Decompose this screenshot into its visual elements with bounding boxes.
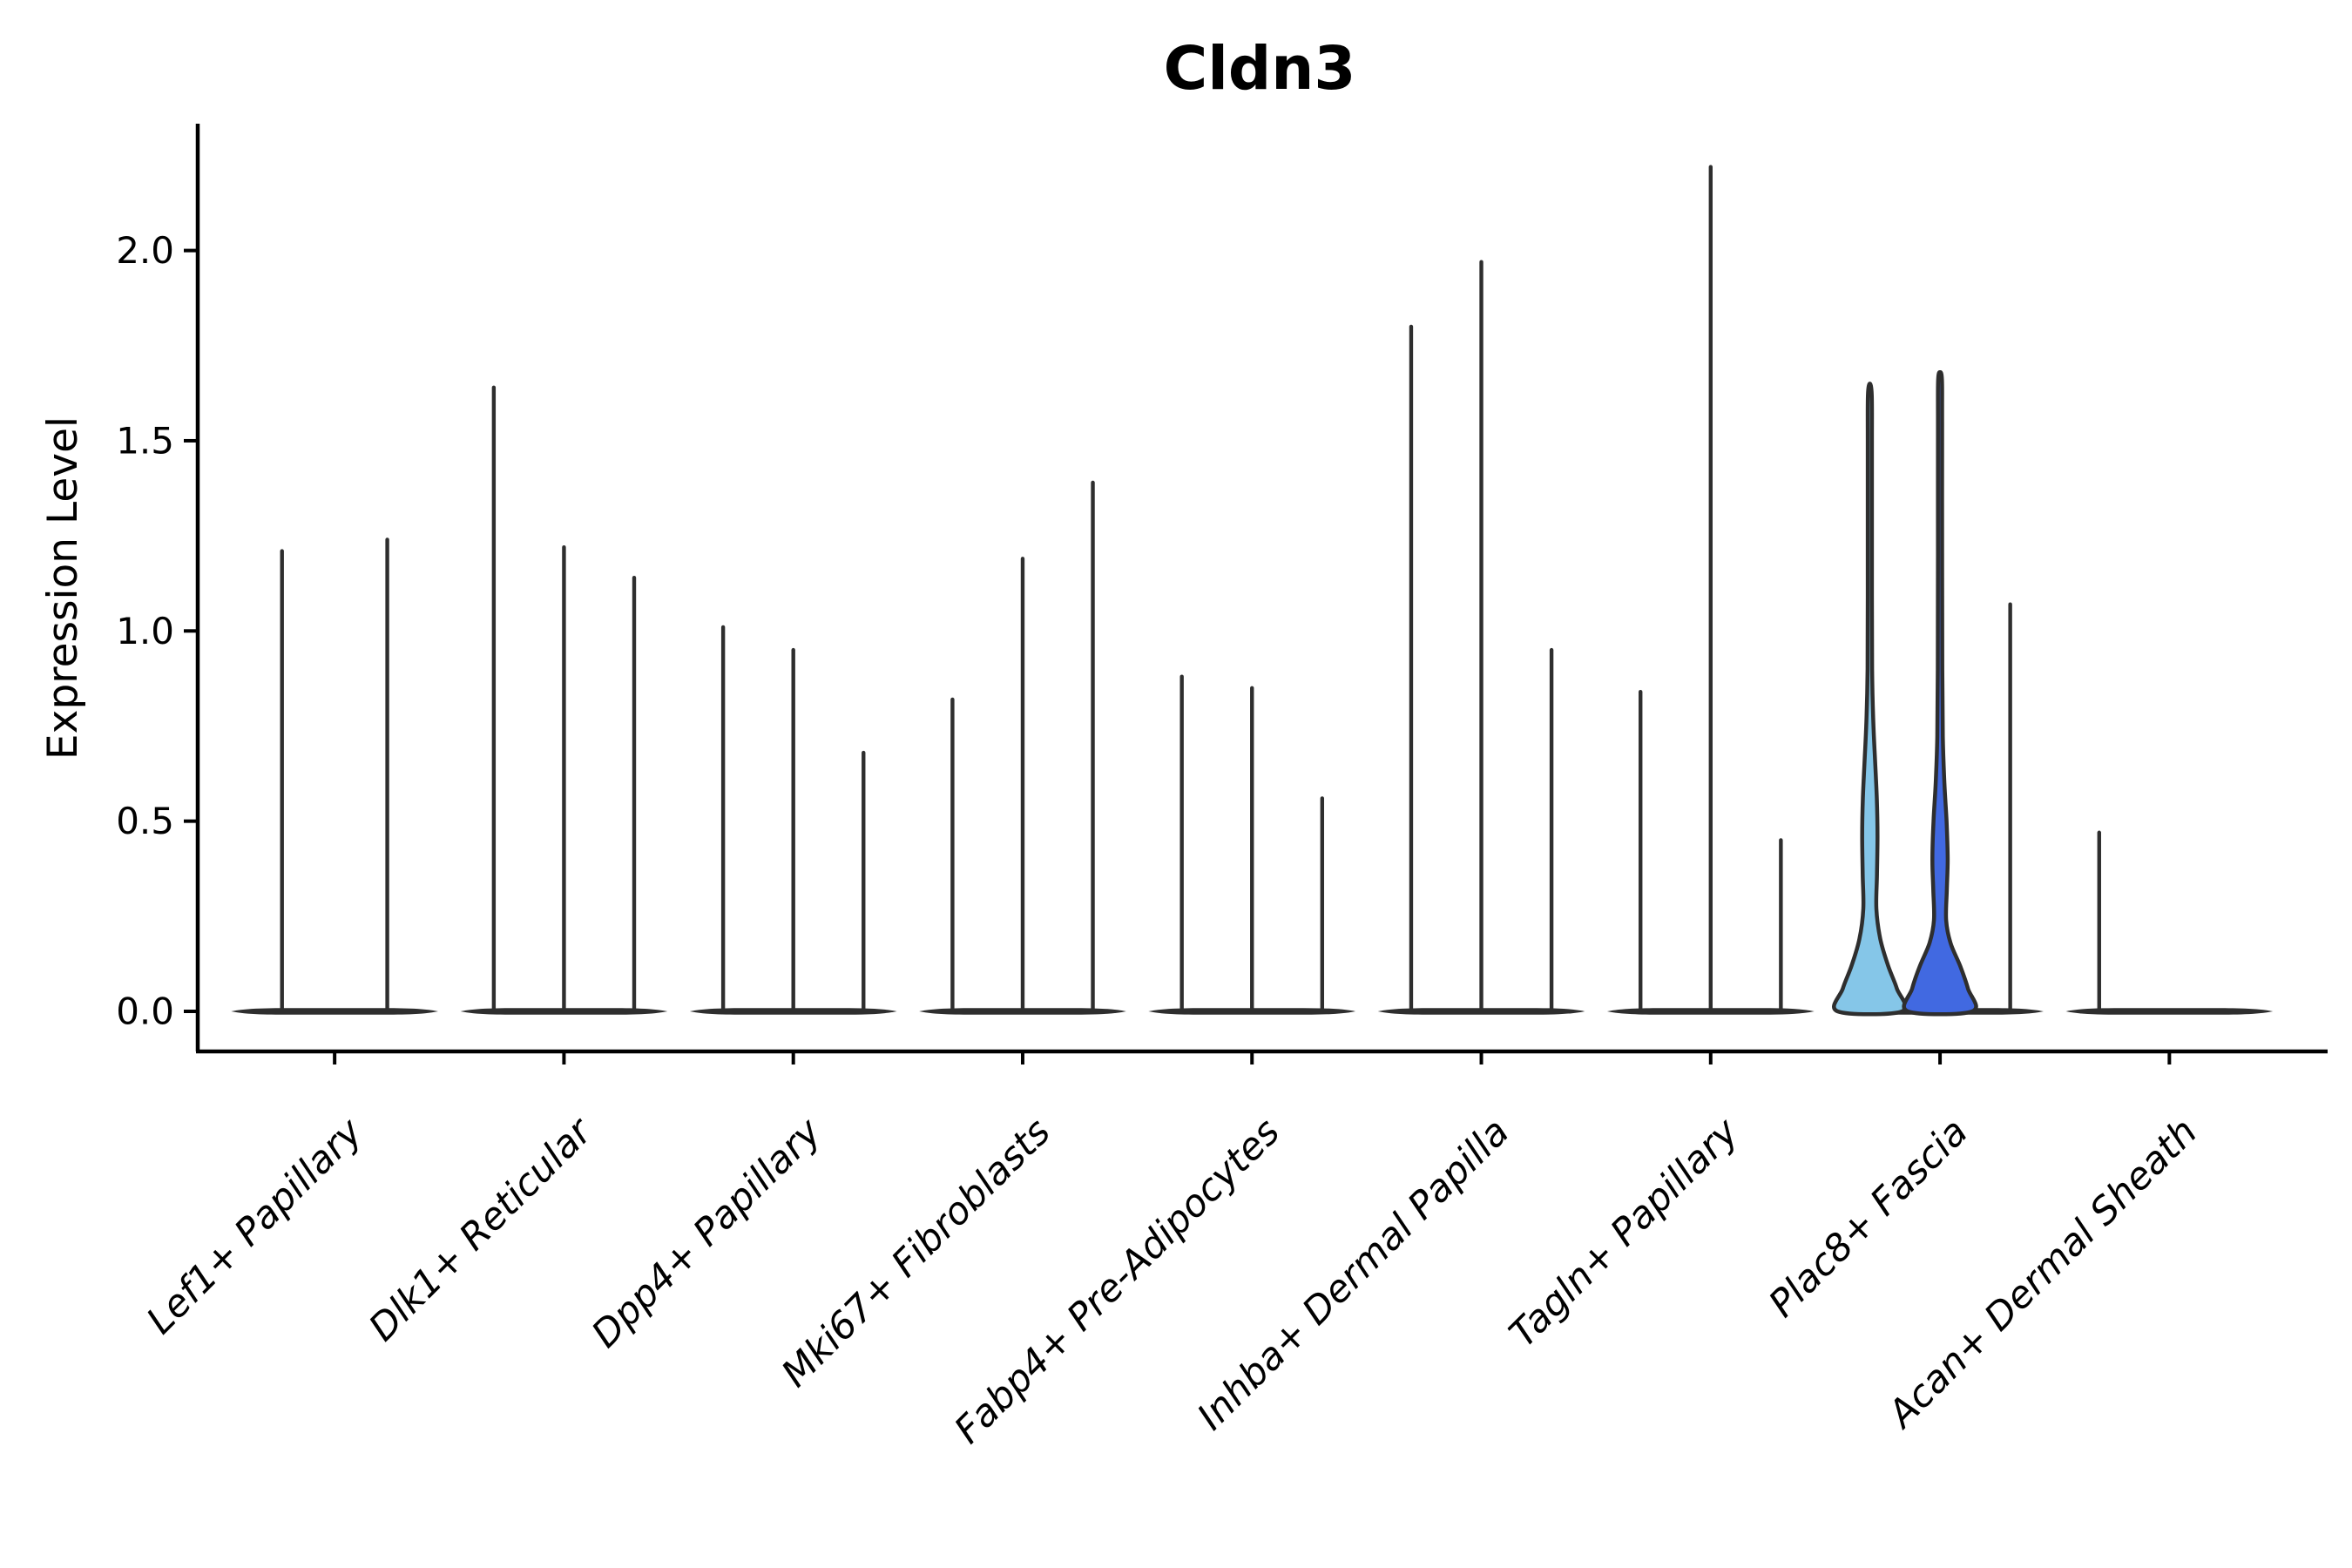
violin-baseline [2065, 1008, 2274, 1015]
violin-group [1832, 370, 2044, 1017]
violin-group [1606, 165, 1815, 1015]
violin-layer [231, 165, 2274, 1017]
violin-group [1148, 674, 1356, 1015]
y-axis-label: Expression Level [39, 416, 87, 760]
violin-group [2065, 830, 2274, 1015]
violin-group [919, 480, 1126, 1015]
y-tick-label: 0.5 [116, 800, 174, 842]
x-tick-label: Plac8+ Fascia [1761, 1110, 1977, 1326]
y-tick-label: 0.0 [116, 990, 174, 1033]
x-tick-label: Tagln+ Papillary [1501, 1110, 1747, 1356]
violin-group [231, 537, 438, 1015]
violin-baseline [231, 1008, 438, 1015]
y-tick-label: 2.0 [116, 229, 174, 272]
violin-body [1902, 370, 1978, 1017]
x-tick-label: Lef1+ Papillary [139, 1110, 371, 1342]
violin-body [1832, 382, 1908, 1017]
violin-group [1377, 260, 1585, 1015]
violin-group [689, 625, 897, 1015]
violin-group [460, 385, 668, 1015]
chart-title: Cldn3 [1164, 34, 1356, 104]
y-tick-label: 1.0 [116, 610, 174, 652]
x-tick-label: Dpp4+ Papillary [584, 1110, 830, 1356]
y-tick-label: 1.5 [116, 419, 174, 462]
x-tick-label: Dlk1+ Reticular [361, 1109, 602, 1350]
